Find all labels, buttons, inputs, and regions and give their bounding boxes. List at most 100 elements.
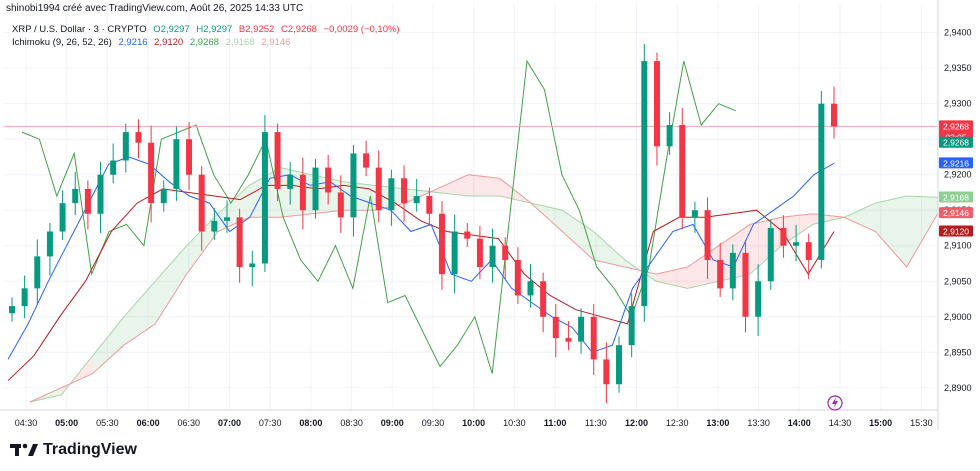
candle-body <box>274 132 281 189</box>
candle-body <box>717 259 724 289</box>
cloud-segment <box>593 231 625 267</box>
cloud-segment <box>468 174 500 196</box>
x-tick-label: 08:00 <box>299 418 322 428</box>
candle-body <box>552 316 559 339</box>
cloud-segment <box>311 174 344 214</box>
price-label: 2,9268 <box>939 136 973 148</box>
candle-body <box>97 174 104 214</box>
candle-body <box>413 196 420 204</box>
y-tick-label: 2,9300 <box>944 99 972 109</box>
tradingview-logo-text: TradingView <box>43 441 137 458</box>
candle-body <box>312 167 319 211</box>
y-tick-label: 2,8900 <box>944 383 972 393</box>
cloud-segment <box>562 210 594 260</box>
span-a-value: 2,9168 <box>225 37 255 48</box>
price-label: 2,9168 <box>939 191 973 203</box>
candle-body <box>476 238 483 268</box>
candle-body <box>679 124 686 218</box>
cloud-segment <box>92 316 124 374</box>
legend-close: C2,9268 <box>280 24 317 35</box>
price-label-text: 2,9168 <box>943 192 969 202</box>
x-tick-label: 07:00 <box>218 418 241 428</box>
chart-grid <box>4 4 938 410</box>
x-tick-label: 09:00 <box>381 418 404 428</box>
tradingview-logo-icon <box>10 443 38 456</box>
candle-body <box>198 174 205 232</box>
candle-body <box>527 281 534 296</box>
x-tick-label: 06:30 <box>178 418 201 428</box>
x-tick-label: 15:00 <box>869 418 892 428</box>
candle-body <box>805 242 812 260</box>
candle-body <box>502 245 509 260</box>
x-tick-label: 11:30 <box>585 418 607 428</box>
candle-body <box>704 210 711 260</box>
price-label-text: 2,9268 <box>943 138 969 148</box>
candle-body <box>464 231 471 239</box>
candle-body <box>211 220 218 232</box>
candle-body <box>831 103 837 127</box>
candle-body <box>299 174 306 211</box>
price-label-text: 2,9268 <box>943 121 969 131</box>
leading-span-a-line <box>29 167 939 403</box>
candle-body <box>691 210 698 218</box>
candle-body <box>426 196 433 214</box>
legend-open: O2,9297 <box>153 24 190 35</box>
candle-body <box>59 203 66 232</box>
candle-body <box>148 142 155 204</box>
symbol-title[interactable]: XRP / U.S. Dollar · 3 · CRYPTO <box>12 24 147 35</box>
x-tick-label: 09:30 <box>422 418 445 428</box>
candle-body <box>186 139 193 175</box>
candle-body <box>401 178 408 204</box>
x-tick-label: 11:00 <box>544 418 567 428</box>
x-tick-label: 05:00 <box>55 418 78 428</box>
price-label: 2,9146 <box>939 207 973 219</box>
cloud-segment <box>437 174 469 196</box>
indicator-name[interactable]: Ichimoku (9, 26, 52, 26) <box>12 37 112 48</box>
lightning-icon[interactable] <box>827 395 843 411</box>
candle-body <box>261 132 268 264</box>
legend-low: B2,9252 <box>238 24 275 35</box>
tradingview-logo[interactable]: TradingView <box>10 441 137 459</box>
candle-body <box>729 252 736 289</box>
x-tick-label: 08:30 <box>340 418 363 428</box>
ichimoku-lines <box>4 59 938 382</box>
candlestick-series <box>9 44 837 404</box>
candle-body <box>388 178 395 211</box>
y-tick-label: 2,8950 <box>944 347 972 357</box>
span-b-value: 2,9146 <box>261 37 291 48</box>
x-tick-label: 15:30 <box>910 418 933 428</box>
candle-body <box>780 227 787 246</box>
price-label-text: 2,9120 <box>943 227 969 237</box>
candle-body <box>628 306 635 346</box>
y-tick-label: 2,9050 <box>944 276 972 286</box>
candle-body <box>350 153 357 218</box>
x-tick-label: 07:30 <box>259 418 282 428</box>
candle-body <box>590 316 597 360</box>
x-tick-label: 10:00 <box>462 418 485 428</box>
time-axis: 04:30 05:00 05:30 06:00 06:30 07:00 07:30 08:00… <box>0 409 938 428</box>
x-tick-label: 12:00 <box>625 418 648 428</box>
leading-span-b-line <box>29 174 939 403</box>
x-tick-label: 12:30 <box>666 418 689 428</box>
lagging-span-line <box>21 59 737 374</box>
candle-body <box>72 188 79 204</box>
y-tick-label: 2,9100 <box>944 241 972 251</box>
candle-body <box>514 259 521 296</box>
cloud-segment <box>875 196 907 267</box>
legend-high: H2,9297 <box>196 24 233 35</box>
x-tick-label: 05:30 <box>96 418 119 428</box>
base-value: 2,9120 <box>154 37 184 48</box>
candle-body <box>755 281 762 317</box>
price-labels: 2,926802:052,92682,92162,91682,91462,912… <box>939 120 973 237</box>
candle-body <box>451 231 458 275</box>
candle-body <box>173 139 180 189</box>
x-tick-label: 14:30 <box>829 418 852 428</box>
candle-body <box>767 227 774 282</box>
price-label: 2,9216 <box>939 157 973 169</box>
candle-body <box>110 160 117 175</box>
candle-body <box>135 132 142 143</box>
candle-body <box>21 288 28 307</box>
candle-body <box>287 174 294 189</box>
candle-body <box>363 153 370 168</box>
